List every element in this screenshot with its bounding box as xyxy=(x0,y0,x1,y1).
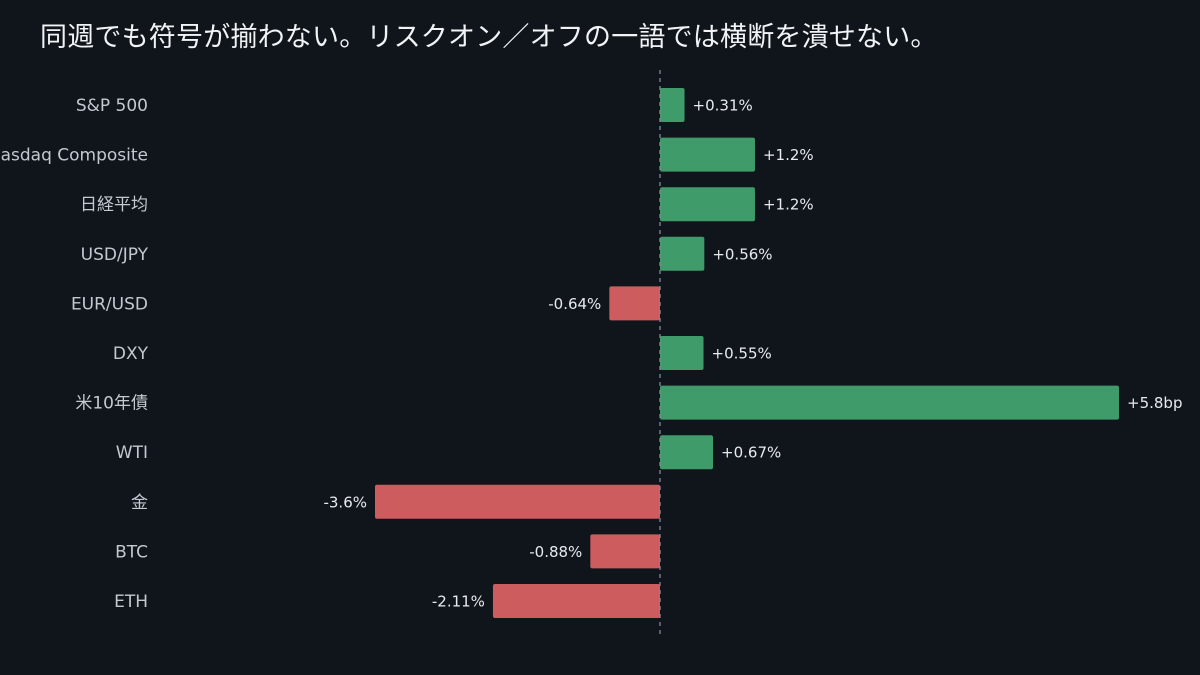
category-label-6: 米10年債 xyxy=(75,394,148,414)
category-label-4: EUR/USD xyxy=(71,294,148,314)
bar-9 xyxy=(590,534,660,569)
bar-2 xyxy=(660,187,755,222)
value-label-2: +1.2% xyxy=(763,196,814,214)
bar-8 xyxy=(375,484,660,519)
value-label-9: -0.88% xyxy=(529,543,582,561)
value-label-8: -3.6% xyxy=(323,493,367,511)
value-label-0: +0.31% xyxy=(693,97,753,115)
category-label-8: 金 xyxy=(131,493,148,513)
value-label-6: +5.8bp xyxy=(1127,394,1182,412)
category-label-2: 日経平均 xyxy=(80,195,148,215)
labels-layer: S&P 500 +0.31% Nasdaq Composite +1.2% 日経平均 +1… xyxy=(0,96,1182,612)
category-label-9: BTC xyxy=(115,542,148,562)
bar-3 xyxy=(660,236,705,271)
bar-7 xyxy=(660,435,714,470)
chart-title: 同週でも符号が揃わない。リスクオン／オフの一語では横断を潰せない。 xyxy=(40,22,938,53)
category-label-3: USD/JPY xyxy=(81,245,149,265)
value-label-1: +1.2% xyxy=(763,146,814,164)
value-label-4: -0.64% xyxy=(548,295,601,313)
category-label-1: Nasdaq Composite xyxy=(0,146,148,166)
value-label-5: +0.55% xyxy=(712,345,772,363)
category-label-0: S&P 500 xyxy=(76,96,148,116)
value-label-7: +0.67% xyxy=(721,444,781,462)
bar-0 xyxy=(660,88,685,122)
category-label-5: DXY xyxy=(113,344,149,364)
bar-4 xyxy=(609,286,660,321)
bars-layer xyxy=(375,88,1119,618)
bar-1 xyxy=(660,137,755,172)
bar-10 xyxy=(492,584,660,618)
bar-6 xyxy=(660,385,1119,420)
category-label-7: WTI xyxy=(116,443,148,463)
value-label-10: -2.11% xyxy=(432,593,485,611)
category-label-10: ETH xyxy=(114,592,148,612)
value-label-3: +0.56% xyxy=(712,245,772,263)
bar-5 xyxy=(660,336,704,370)
